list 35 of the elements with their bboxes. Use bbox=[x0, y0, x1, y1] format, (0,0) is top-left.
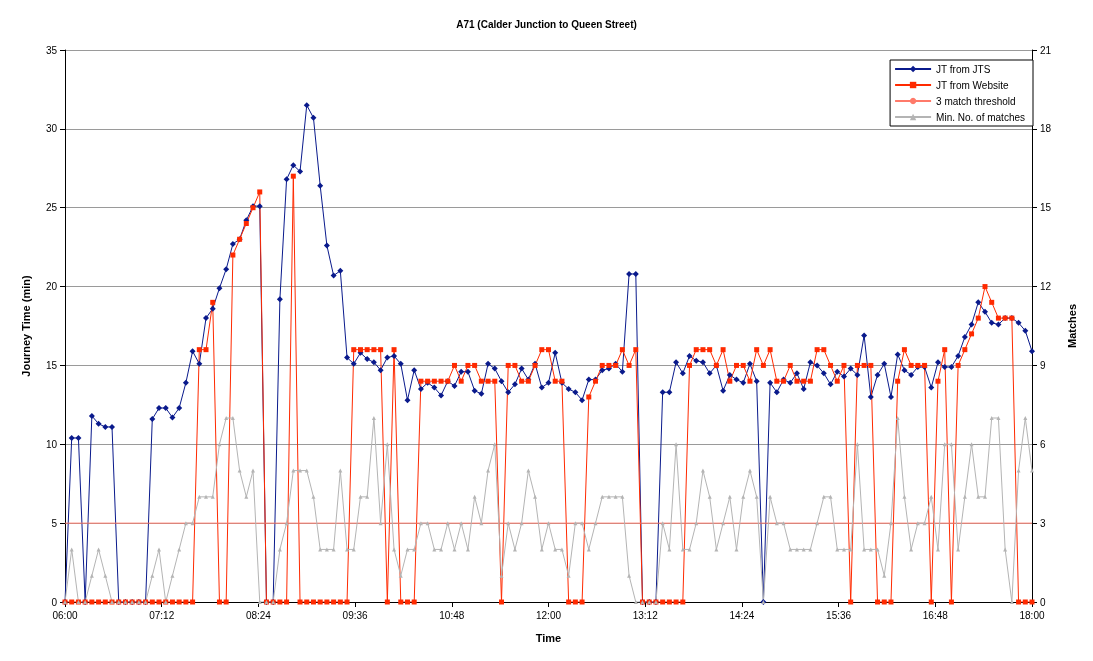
y-tick-label: 20 bbox=[45, 281, 58, 293]
y-tick-label: 10 bbox=[45, 438, 58, 450]
y-tick-label: 30 bbox=[45, 123, 58, 135]
y-tick-label: 35 bbox=[45, 44, 58, 56]
x-tick-label: 06:00 bbox=[52, 609, 78, 621]
y2-tick-label: 6 bbox=[1040, 438, 1046, 450]
x-axis-title: Time bbox=[535, 631, 562, 644]
x-tick-label: 12:00 bbox=[535, 609, 562, 621]
y2-tick-label: 12 bbox=[1040, 281, 1052, 293]
y-tick-label: 5 bbox=[51, 517, 58, 529]
legend-label: JT from Website bbox=[936, 79, 1009, 91]
x-tick-label: 16:48 bbox=[922, 609, 949, 621]
x-tick-label: 09:36 bbox=[342, 609, 369, 621]
x-tick-label: 18:00 bbox=[1019, 609, 1045, 621]
y2-tick-label: 3 bbox=[1040, 517, 1046, 529]
legend-label: JT from JTS bbox=[936, 63, 991, 75]
y2-tick-label: 9 bbox=[1040, 359, 1046, 371]
y-tick-label: 0 bbox=[51, 596, 58, 608]
legend-label: 3 match threshold bbox=[936, 95, 1016, 107]
x-tick-label: 08:24 bbox=[245, 609, 272, 621]
y2-tick-label: 15 bbox=[1040, 202, 1052, 214]
legend-label: Min. No. of matches bbox=[936, 111, 1025, 123]
chart-title: A71 (Calder Junction to Queen Street) bbox=[456, 18, 637, 30]
x-tick-label: 14:24 bbox=[729, 609, 755, 621]
x-tick-label: 10:48 bbox=[439, 609, 465, 621]
y2-axis-title: Matches bbox=[1065, 303, 1078, 349]
y2-tick-label: 18 bbox=[1040, 123, 1052, 135]
x-tick-label: 13:12 bbox=[632, 609, 659, 621]
y2-tick-label: 0 bbox=[1040, 596, 1046, 608]
y-tick-label: 15 bbox=[45, 359, 58, 371]
x-tick-label: 07:12 bbox=[149, 609, 175, 621]
x-tick-label: 15:36 bbox=[826, 609, 852, 621]
y-axis-title: Journey Time (min) bbox=[19, 275, 32, 377]
y-tick-label: 25 bbox=[45, 202, 58, 214]
y2-tick-label: 21 bbox=[1040, 44, 1052, 56]
